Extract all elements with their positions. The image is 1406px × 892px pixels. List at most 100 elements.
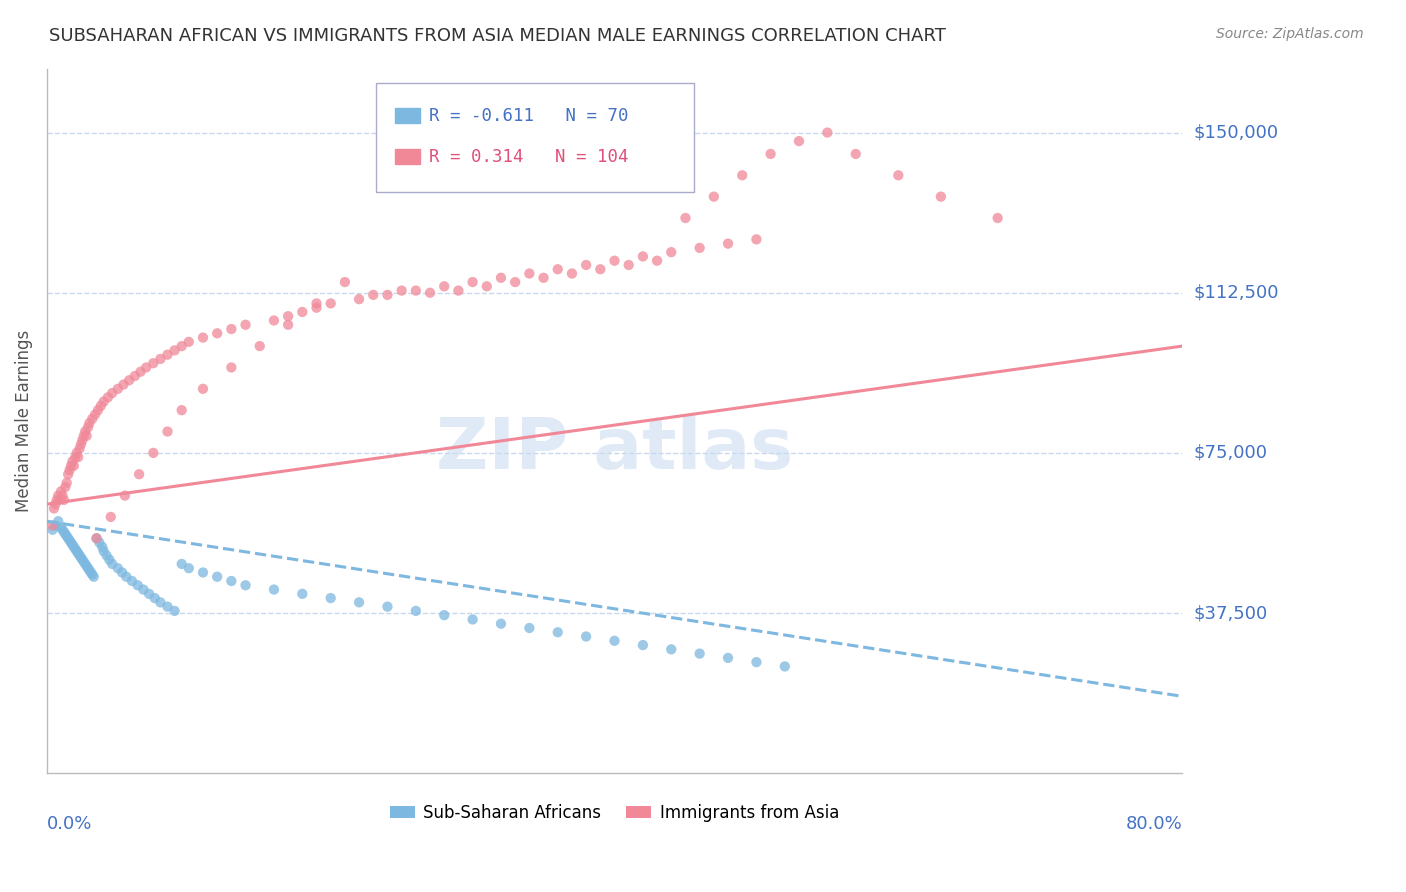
Point	[461, 275, 484, 289]
Point	[717, 236, 740, 251]
Point	[461, 612, 484, 626]
Point	[249, 339, 271, 353]
Point	[703, 189, 725, 203]
Y-axis label: Median Male Earnings: Median Male Earnings	[15, 330, 32, 512]
Point	[107, 382, 129, 396]
Point	[305, 301, 328, 315]
Point	[319, 296, 342, 310]
Text: Source: ZipAtlas.com: Source: ZipAtlas.com	[1216, 27, 1364, 41]
Point	[66, 446, 89, 460]
Point	[46, 489, 69, 503]
Point	[46, 514, 69, 528]
Bar	[395, 149, 420, 164]
Point	[589, 262, 612, 277]
Point	[575, 258, 598, 272]
Point	[419, 285, 441, 300]
Point	[75, 425, 97, 439]
Point	[55, 475, 77, 490]
Point	[156, 599, 179, 614]
Point	[731, 169, 754, 183]
Point	[111, 566, 134, 580]
Text: 80.0%: 80.0%	[1125, 815, 1182, 833]
Point	[80, 566, 103, 580]
Point	[65, 450, 87, 465]
Point	[44, 497, 66, 511]
Point	[97, 390, 120, 404]
Point	[52, 492, 75, 507]
Point	[63, 458, 86, 473]
Point	[156, 425, 179, 439]
Point	[142, 446, 165, 460]
Point	[645, 253, 668, 268]
Point	[53, 480, 76, 494]
Point	[112, 377, 135, 392]
Point	[361, 288, 384, 302]
Point	[291, 587, 314, 601]
Point	[221, 574, 243, 588]
Point	[689, 241, 711, 255]
Point	[56, 531, 79, 545]
Point	[70, 437, 93, 451]
Point	[631, 638, 654, 652]
Point	[77, 420, 100, 434]
Point	[87, 403, 110, 417]
Point	[129, 365, 152, 379]
Point	[93, 544, 115, 558]
Point	[489, 270, 512, 285]
Point	[101, 557, 124, 571]
Point	[143, 591, 166, 606]
Point	[101, 386, 124, 401]
Point	[815, 126, 838, 140]
Point	[689, 647, 711, 661]
Point	[72, 433, 94, 447]
Point	[377, 599, 399, 614]
Point	[128, 467, 150, 482]
Point	[58, 463, 80, 477]
Bar	[395, 108, 420, 123]
Point	[55, 529, 77, 543]
Point	[433, 608, 456, 623]
Text: ZIP atlas: ZIP atlas	[436, 415, 793, 483]
Point	[93, 394, 115, 409]
Point	[115, 570, 138, 584]
Point	[745, 655, 768, 669]
Text: SUBSAHARAN AFRICAN VS IMMIGRANTS FROM ASIA MEDIAN MALE EARNINGS CORRELATION CHAR: SUBSAHARAN AFRICAN VS IMMIGRANTS FROM AS…	[49, 27, 946, 45]
Point	[42, 501, 65, 516]
Point	[65, 541, 87, 556]
Point	[659, 642, 682, 657]
Point	[79, 563, 101, 577]
Text: 0.0%: 0.0%	[46, 815, 93, 833]
Point	[519, 267, 541, 281]
Point	[121, 574, 143, 588]
Point	[177, 561, 200, 575]
Point	[291, 305, 314, 319]
Point	[51, 489, 73, 503]
Point	[659, 245, 682, 260]
Point	[745, 232, 768, 246]
Point	[787, 134, 810, 148]
Point	[149, 351, 172, 366]
Point	[277, 318, 299, 332]
Point	[89, 535, 111, 549]
Text: R = -0.611   N = 70: R = -0.611 N = 70	[429, 107, 628, 125]
Point	[75, 557, 97, 571]
Point	[235, 318, 257, 332]
Point	[49, 484, 72, 499]
Point	[205, 570, 228, 584]
Point	[82, 411, 104, 425]
Point	[67, 546, 90, 560]
Point	[391, 284, 413, 298]
Point	[124, 369, 146, 384]
Point	[263, 582, 285, 597]
Point	[56, 467, 79, 482]
Point	[66, 544, 89, 558]
Point	[135, 360, 157, 375]
Text: $112,500: $112,500	[1194, 284, 1279, 301]
Point	[45, 492, 67, 507]
Point	[73, 555, 96, 569]
Point	[475, 279, 498, 293]
Point	[41, 518, 63, 533]
Point	[191, 330, 214, 344]
Point	[69, 549, 91, 563]
Legend: Sub-Saharan Africans, Immigrants from Asia: Sub-Saharan Africans, Immigrants from As…	[384, 797, 845, 829]
